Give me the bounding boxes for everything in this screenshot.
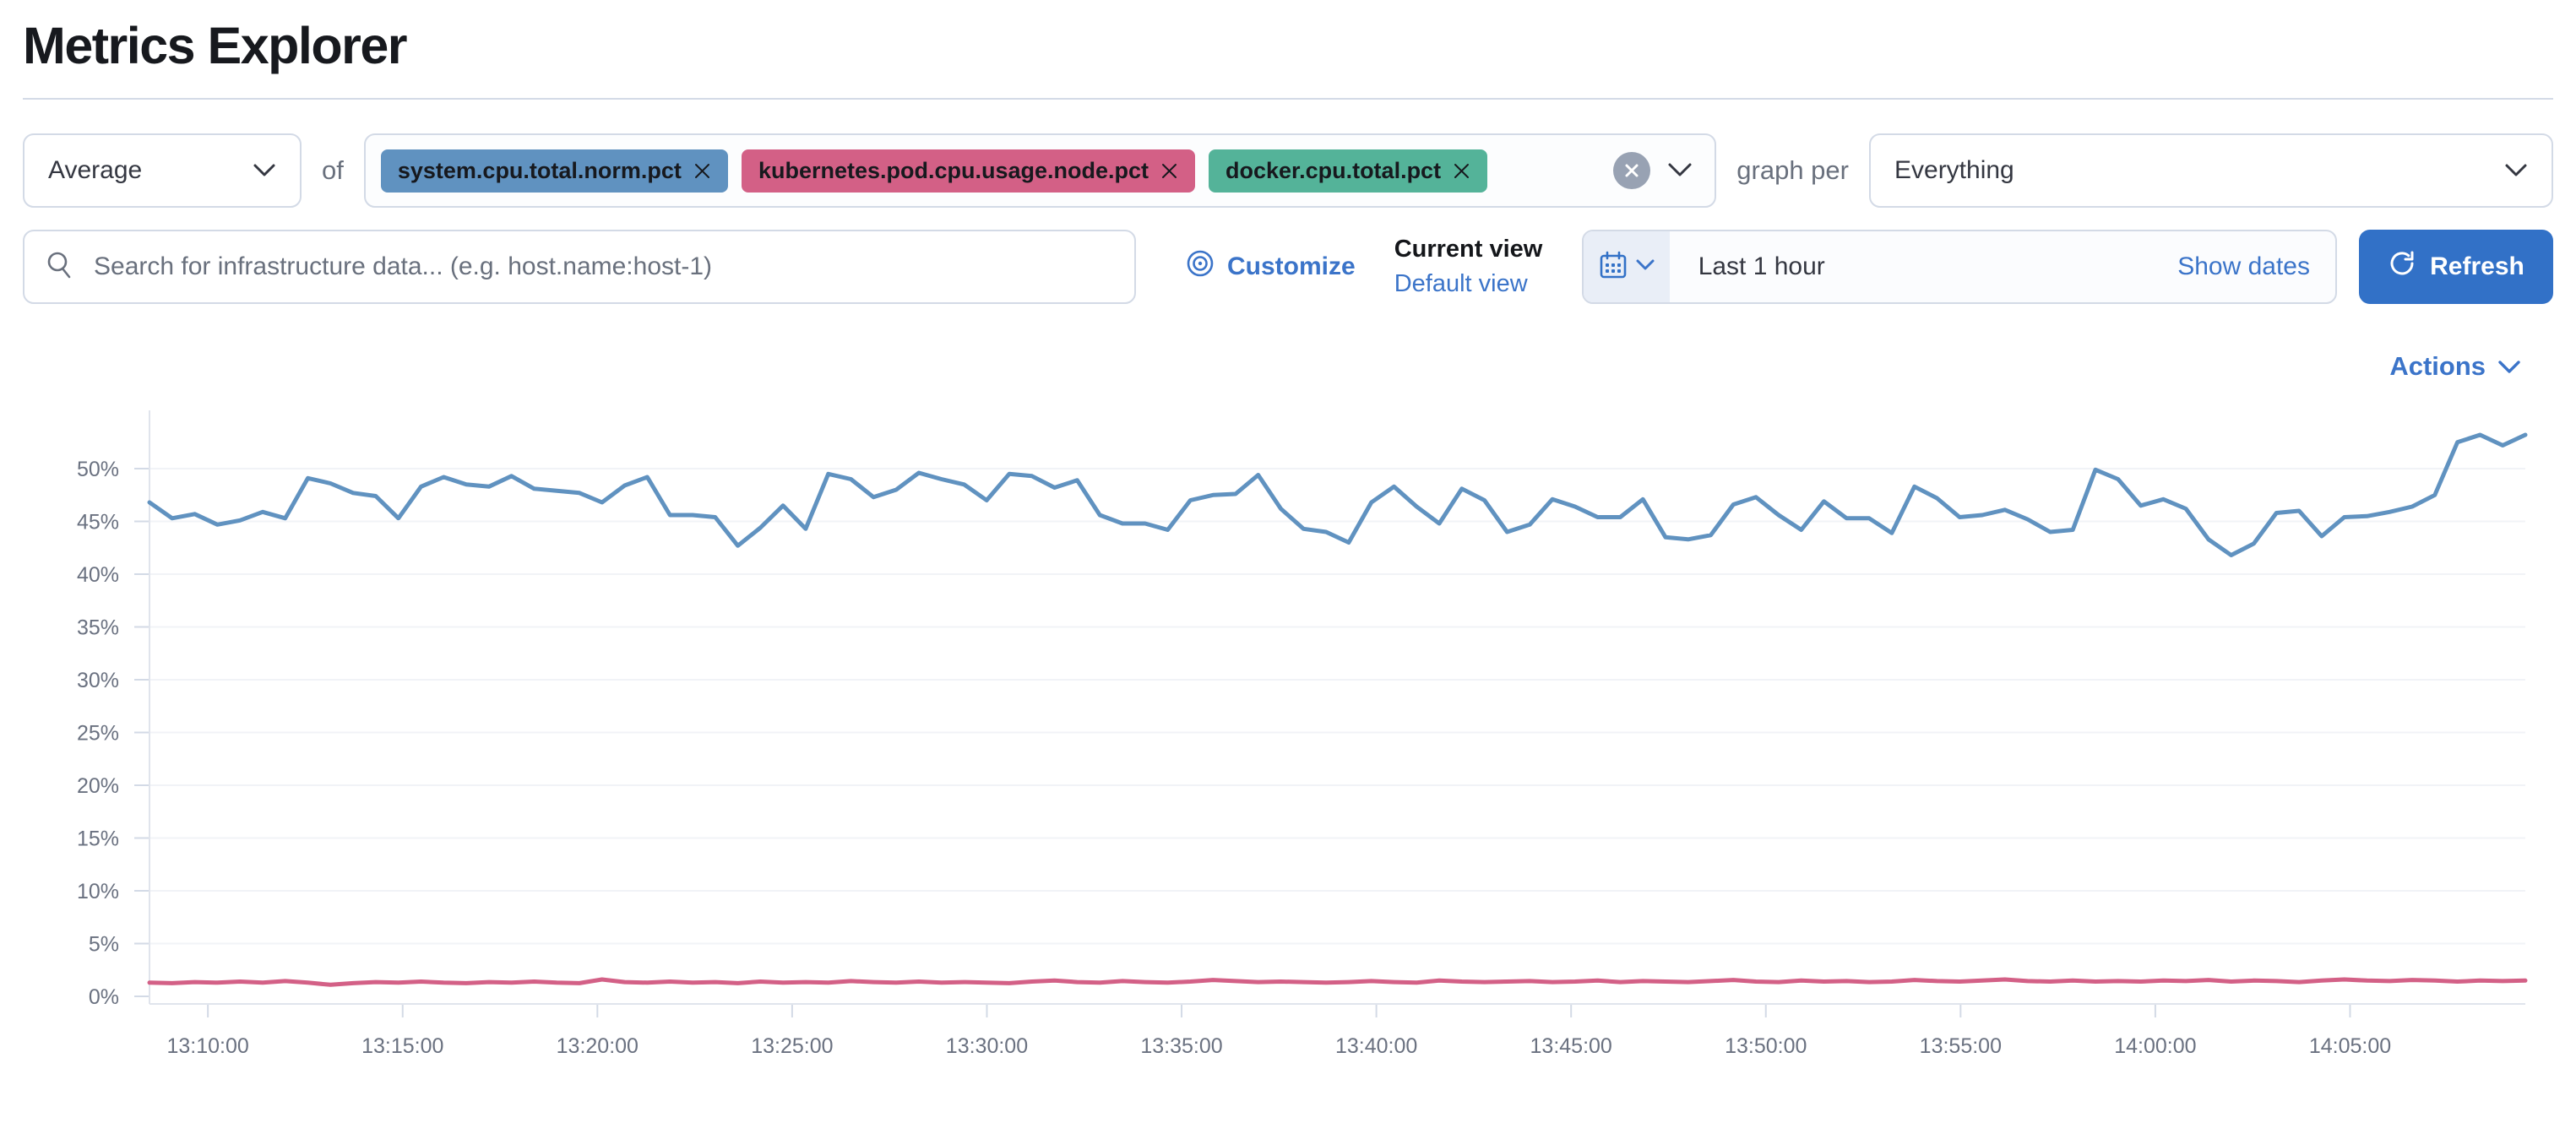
x-axis-tick-label: 13:40:00 bbox=[1335, 1034, 1417, 1058]
customize-button[interactable]: Customize bbox=[1185, 248, 1356, 285]
metric-badge: kubernetes.pod.cpu.usage.node.pct bbox=[741, 149, 1196, 193]
show-dates-button[interactable]: Show dates bbox=[2177, 252, 2310, 280]
y-axis-tick-label: 25% bbox=[77, 722, 119, 746]
default-view-link[interactable]: Default view bbox=[1394, 270, 1528, 297]
y-axis-tick-label: 35% bbox=[77, 616, 119, 640]
x-axis-tick-label: 13:50:00 bbox=[1725, 1034, 1807, 1058]
chart-header: Actions bbox=[0, 351, 2576, 382]
remove-metric-icon[interactable] bbox=[1160, 162, 1178, 180]
refresh-icon bbox=[2388, 249, 2416, 285]
series-line-0 bbox=[147, 432, 2528, 557]
graph-per-label: graph per bbox=[1736, 155, 1849, 185]
x-axis-tick-label: 13:30:00 bbox=[946, 1034, 1028, 1058]
metrics-chart-canvas[interactable]: 0% 5% 10% 15% 20% 25% 30% 35% 40% 45% 50% 13:10:00 1… bbox=[0, 387, 2576, 1067]
clear-all-metrics-button[interactable] bbox=[1613, 152, 1651, 189]
x-axis-tick-label: 13:35:00 bbox=[1140, 1034, 1222, 1058]
y-axis-tick-label: 45% bbox=[77, 511, 119, 534]
time-range-picker: Last 1 hour Show dates bbox=[1581, 230, 2337, 304]
chevron-down-icon bbox=[1636, 259, 1655, 275]
metrics-toolbar: Average of system.cpu.total.norm.pct kub… bbox=[0, 133, 2576, 208]
x-axis-tick-label: 14:00:00 bbox=[2114, 1034, 2196, 1058]
y-axis-tick-label: 40% bbox=[77, 563, 119, 587]
remove-metric-icon[interactable] bbox=[1453, 162, 1470, 180]
actions-label: Actions bbox=[2389, 351, 2486, 381]
of-label: of bbox=[322, 155, 344, 185]
date-quick-select-button[interactable] bbox=[1583, 231, 1670, 302]
aggregation-value: Average bbox=[48, 156, 143, 184]
chevron-down-icon bbox=[2504, 156, 2528, 185]
y-axis-tick-label: 20% bbox=[77, 774, 119, 798]
y-axis-tick-label: 30% bbox=[77, 669, 119, 692]
page-title: Metrics Explorer bbox=[23, 17, 408, 74]
refresh-button[interactable]: Refresh bbox=[2359, 230, 2553, 304]
metric-badge-label: system.cpu.total.norm.pct bbox=[397, 157, 682, 183]
x-axis-tick-label: 14:05:00 bbox=[2309, 1034, 2391, 1058]
y-axis-tick-label: 5% bbox=[89, 933, 119, 957]
chevron-down-icon bbox=[2497, 351, 2521, 382]
view-switcher: Current view Default view bbox=[1394, 232, 1550, 301]
metric-badge-label: docker.cpu.total.pct bbox=[1226, 157, 1442, 183]
y-axis-tick-label: 10% bbox=[77, 880, 119, 903]
calendar-icon bbox=[1598, 250, 1628, 285]
refresh-label: Refresh bbox=[2430, 252, 2524, 280]
y-axis-tick-label: 50% bbox=[77, 458, 119, 481]
chevron-down-icon[interactable] bbox=[1667, 156, 1693, 185]
metric-badge: docker.cpu.total.pct bbox=[1209, 149, 1488, 193]
remove-metric-icon[interactable] bbox=[693, 162, 711, 180]
x-axis-tick-label: 13:55:00 bbox=[1920, 1034, 2002, 1058]
chevron-down-icon bbox=[253, 156, 276, 185]
search-toolbar: Customize Current view Default view bbox=[0, 228, 2576, 306]
metrics-chart[interactable]: 0% 5% 10% 15% 20% 25% 30% 35% 40% 45% 50% 13:10:00 1… bbox=[0, 387, 2576, 1071]
group-by-select[interactable]: Everything bbox=[1869, 133, 2553, 208]
metric-badge: system.cpu.total.norm.pct bbox=[380, 149, 728, 193]
x-axis-tick-label: 13:10:00 bbox=[167, 1034, 249, 1058]
metric-combo-field[interactable]: system.cpu.total.norm.pct kubernetes.pod… bbox=[363, 133, 1717, 208]
search-input[interactable] bbox=[92, 252, 1114, 282]
header-divider bbox=[23, 98, 2553, 100]
aggregation-select[interactable]: Average bbox=[23, 133, 302, 208]
customize-label: Customize bbox=[1227, 252, 1356, 280]
x-axis-tick-label: 13:25:00 bbox=[751, 1034, 833, 1058]
current-view-label: Current view bbox=[1394, 236, 1543, 263]
metric-badge-label: kubernetes.pod.cpu.usage.node.pct bbox=[758, 157, 1149, 183]
cross-icon bbox=[1625, 164, 1639, 177]
series-line-1 bbox=[147, 977, 2528, 987]
group-by-value: Everything bbox=[1894, 156, 2014, 184]
time-range-value[interactable]: Last 1 hour bbox=[1698, 252, 1825, 280]
y-axis-tick-label: 0% bbox=[89, 985, 119, 1009]
eye-icon bbox=[1185, 248, 1215, 285]
x-axis-tick-label: 13:45:00 bbox=[1530, 1034, 1612, 1058]
search-icon bbox=[45, 250, 75, 285]
y-axis-tick-label: 15% bbox=[77, 827, 119, 851]
actions-menu-button[interactable]: Actions bbox=[2389, 351, 2521, 382]
x-axis-tick-label: 13:20:00 bbox=[557, 1034, 639, 1058]
search-field[interactable] bbox=[23, 230, 1136, 304]
x-axis-tick-label: 13:15:00 bbox=[361, 1034, 443, 1058]
